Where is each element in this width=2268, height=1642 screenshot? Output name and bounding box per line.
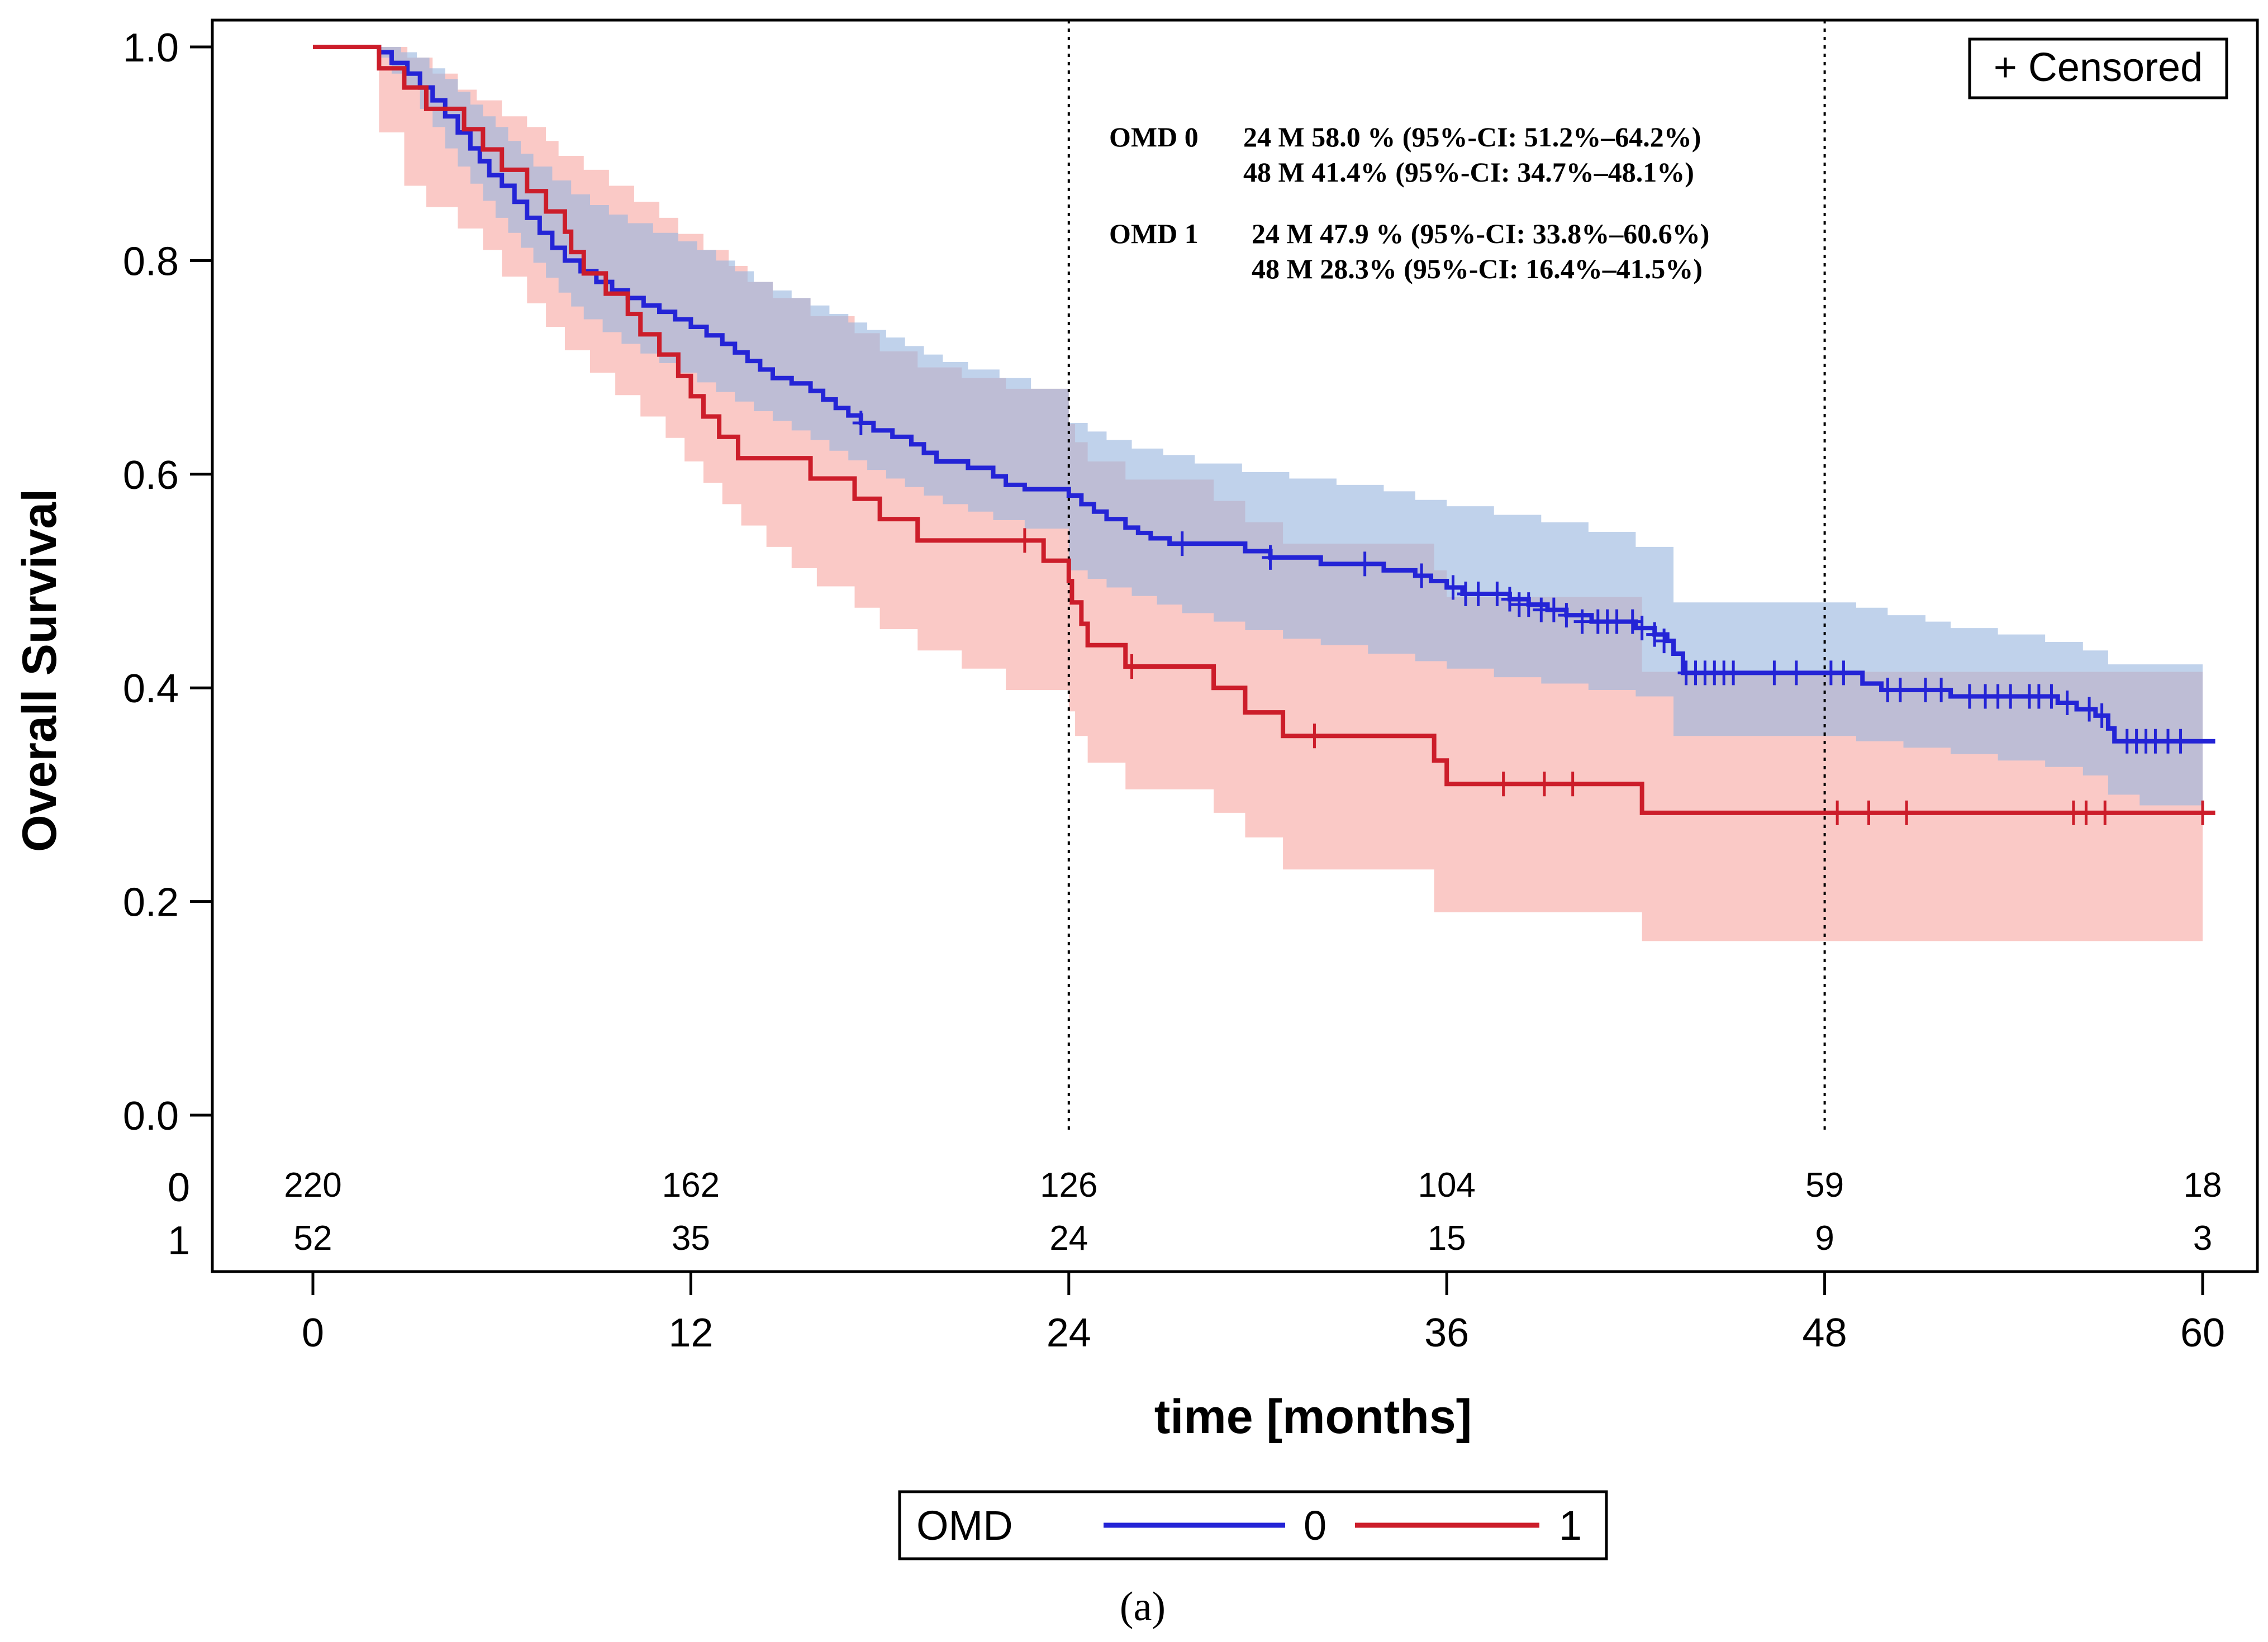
censor-mark-omd-0 — [1787, 660, 1805, 686]
censor-mark-omd-0 — [2058, 690, 2076, 715]
censor-mark-omd-0 — [1766, 660, 1783, 686]
x-axis: 0 12 24 36 48 60 — [302, 1272, 2225, 1355]
x-tick-label: 48 — [1803, 1311, 1847, 1355]
annotation-omd0-line2: 48 M 41.4% (95%-CI: 34.7%–48.1%) — [1243, 156, 1694, 188]
annotation-omd0-group: OMD 0 — [1109, 121, 1199, 153]
censor-mark-omd-0 — [1173, 531, 1191, 556]
censored-marks-omd-0 — [852, 411, 2189, 754]
x-tick-label: 36 — [1424, 1311, 1469, 1355]
censor-mark-omd-0 — [852, 411, 869, 436]
censor-mark-omd-0 — [2172, 729, 2189, 754]
number-at-risk-table: 0 220 162 126 104 59 18 1 52 35 24 15 9 3 — [168, 1165, 2222, 1263]
annotation-omd1-line1: 24 M 47.9 % (95%-CI: 33.8%–60.6%) — [1252, 218, 1709, 249]
censor-mark-omd-1 — [1898, 800, 1915, 825]
censor-mark-omd-0 — [2002, 684, 2019, 709]
group-legend: OMD 0 1 — [898, 1490, 1608, 1560]
censor-mark-omd-0 — [1656, 629, 1673, 654]
censor-mark-omd-0 — [1624, 609, 1641, 634]
censor-mark-omd-0 — [1413, 563, 1430, 588]
risk-count: 35 — [672, 1219, 710, 1258]
censor-mark-omd-1 — [2077, 800, 2095, 825]
censor-mark-omd-0 — [1356, 551, 1373, 577]
censor-mark-omd-0 — [2081, 697, 2098, 722]
censor-mark-omd-0 — [1520, 592, 1537, 617]
censor-mark-omd-0 — [1558, 603, 1575, 628]
risk-count: 15 — [1428, 1219, 1466, 1258]
y-tick-label: 0.6 — [123, 453, 179, 498]
y-tick-label: 0.8 — [123, 239, 179, 284]
censor-mark-omd-0 — [1608, 609, 1625, 634]
annotation-omd1-line2: 48 M 28.3% (95%-CI: 16.4%–41.5%) — [1252, 253, 1703, 284]
censored-marks-omd-1 — [1016, 528, 2211, 825]
censor-mark-omd-1 — [1123, 654, 1140, 679]
censored-legend: + Censored — [1968, 37, 2228, 99]
risk-count: 220 — [284, 1166, 341, 1205]
risk-row-label: 1 — [168, 1219, 190, 1263]
risk-count: 126 — [1040, 1166, 1097, 1205]
y-tick-label: 0.2 — [123, 881, 179, 925]
censor-mark-omd-1 — [2194, 800, 2211, 825]
risk-count: 104 — [1418, 1166, 1475, 1205]
censor-mark-omd-0 — [1961, 684, 1978, 709]
censor-mark-omd-0 — [1891, 678, 1909, 703]
legend-label-omd-1: 1 — [1559, 1502, 1582, 1549]
censor-mark-omd-1 — [1860, 800, 1877, 825]
panel-label: (a) — [1120, 1584, 1166, 1630]
x-tick-label: 60 — [2180, 1311, 2225, 1355]
y-tick-label: 0.0 — [123, 1094, 179, 1139]
x-axis-title: time [months] — [1154, 1390, 1472, 1444]
y-tick-label: 0.4 — [123, 667, 179, 711]
censored-legend-box — [1968, 37, 2228, 99]
censor-mark-omd-0 — [2093, 703, 2110, 728]
censor-mark-omd-0 — [1501, 587, 1518, 612]
annotation-omd1-group: OMD 1 — [1109, 218, 1199, 249]
censor-mark-omd-0 — [1835, 660, 1852, 686]
censor-mark-omd-0 — [2043, 684, 2060, 709]
legend-label-omd-0: 0 — [1304, 1502, 1326, 1549]
risk-count: 3 — [2193, 1219, 2212, 1258]
risk-row-label: 0 — [168, 1165, 190, 1210]
censor-mark-omd-0 — [1725, 660, 1742, 686]
censor-mark-omd-1 — [1535, 772, 1553, 797]
censored-legend-label: + Censored — [1994, 45, 2203, 90]
risk-count: 59 — [1805, 1166, 1844, 1205]
censor-mark-omd-0 — [1489, 581, 1506, 606]
censor-mark-omd-0 — [1262, 545, 1279, 570]
censor-mark-omd-0 — [1573, 609, 1591, 634]
x-tick-label: 0 — [302, 1311, 324, 1355]
censor-mark-omd-1 — [1495, 772, 1512, 797]
censor-mark-omd-1 — [1564, 772, 1581, 797]
x-tick-label: 24 — [1047, 1311, 1091, 1355]
risk-count: 18 — [2184, 1166, 2222, 1205]
risk-count: 24 — [1049, 1219, 1088, 1258]
censor-mark-omd-1 — [2096, 800, 2114, 825]
censor-mark-omd-0 — [1917, 678, 1934, 703]
group-legend-title: OMD — [916, 1502, 1013, 1549]
x-tick-label: 12 — [668, 1311, 713, 1355]
annotation-omd0-line1: 24 M 58.0 % (95%-CI: 51.2%–64.2%) — [1243, 121, 1701, 153]
censor-mark-omd-0 — [1646, 622, 1663, 647]
y-axis-title: Overall Survival — [13, 489, 66, 852]
censor-mark-omd-0 — [1470, 581, 1487, 606]
risk-count: 52 — [294, 1219, 332, 1258]
censor-mark-omd-0 — [1545, 597, 1562, 622]
censor-mark-omd-0 — [1933, 678, 1950, 703]
censor-mark-omd-0 — [1633, 616, 1651, 641]
censor-mark-omd-1 — [1016, 528, 1033, 553]
survival-curve-omd-1 — [313, 45, 2215, 815]
censor-mark-omd-0 — [1444, 575, 1462, 600]
censor-mark-omd-1 — [1829, 800, 1846, 825]
ci-band-omd-0 — [313, 47, 2203, 806]
risk-count: 9 — [1815, 1219, 1834, 1258]
censor-mark-omd-1 — [1306, 724, 1323, 749]
plot-frame — [211, 18, 2259, 1273]
y-tick-label: 1.0 — [123, 26, 179, 70]
y-axis: 0.0 0.2 0.4 0.6 0.8 1.0 — [123, 26, 212, 1139]
risk-count: 162 — [662, 1166, 720, 1205]
survival-annotations: OMD 0 24 M 58.0 % (95%-CI: 51.2%–64.2%) … — [1109, 121, 1709, 284]
